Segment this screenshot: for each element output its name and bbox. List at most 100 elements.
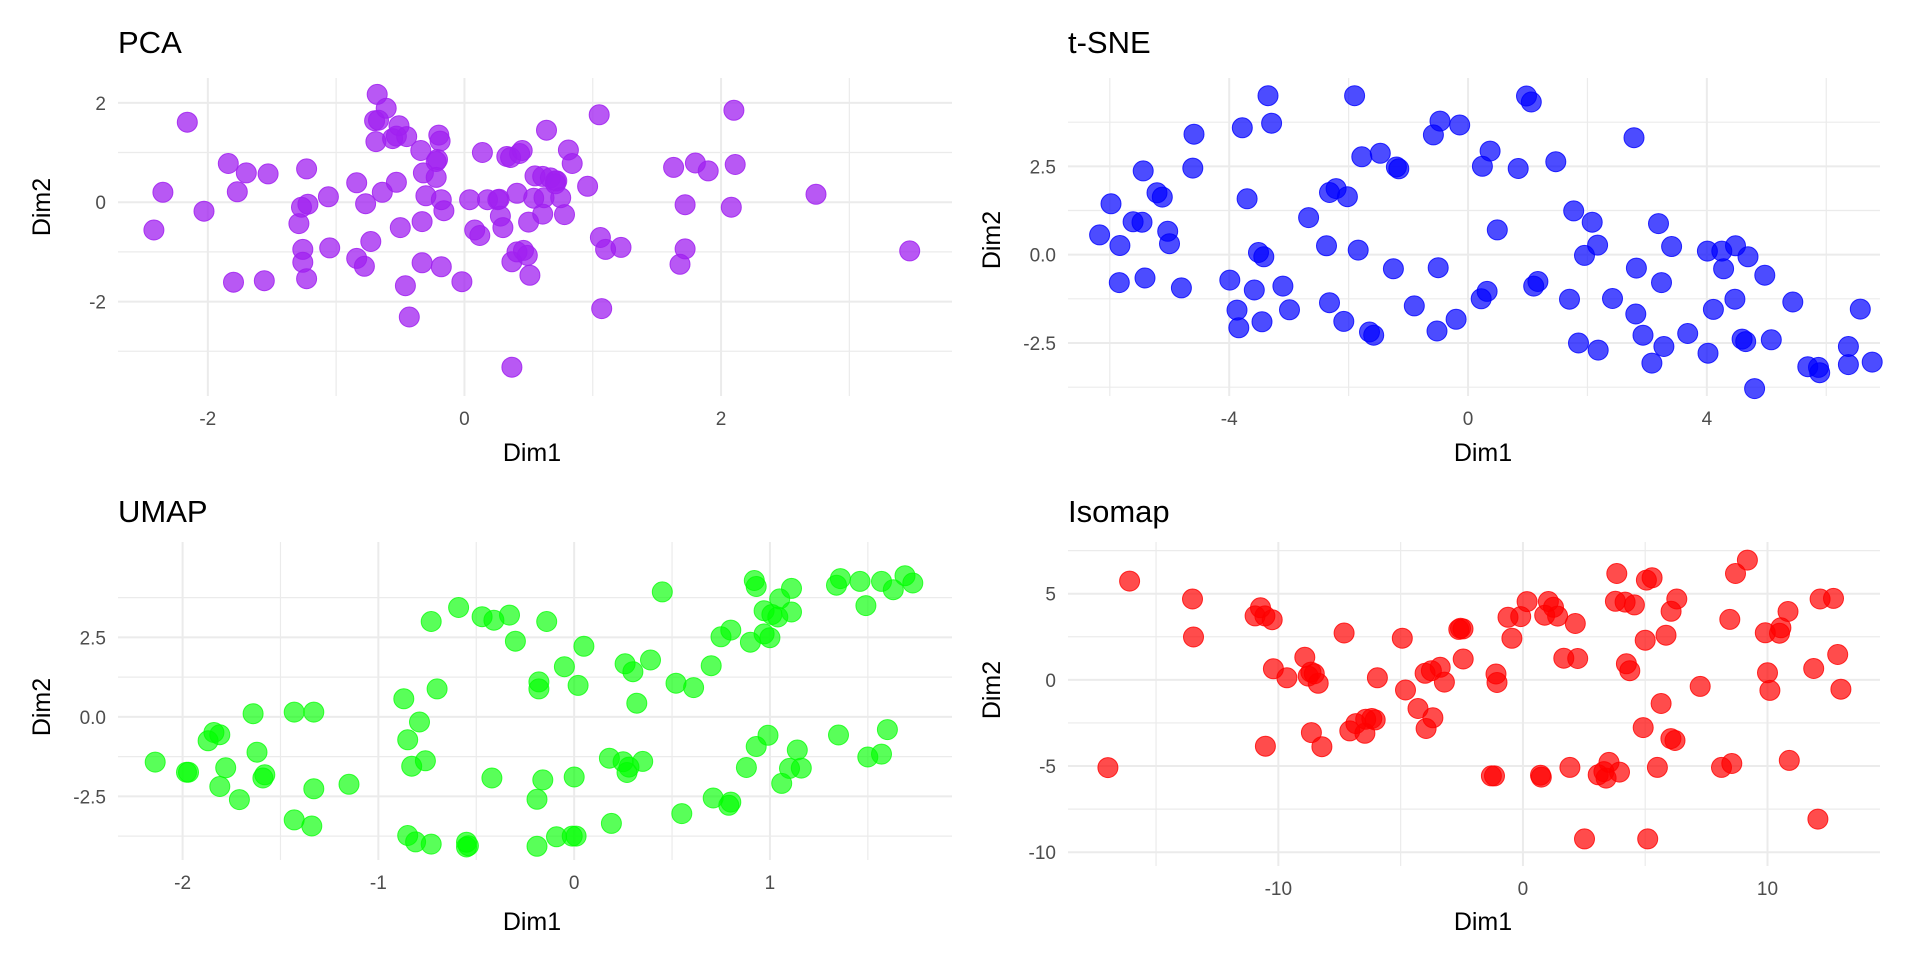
umap-title: UMAP — [118, 494, 208, 529]
pca-point — [152, 181, 174, 203]
umap-point — [829, 568, 851, 590]
pca-x-tick-label: -2 — [199, 409, 216, 430]
tsne-point — [1527, 271, 1549, 292]
isomap-point — [1632, 717, 1654, 739]
isomap-point — [1721, 753, 1743, 774]
tsne-point — [1319, 292, 1340, 314]
panel-tsne: t-SNE Dim1 Dim2 -4 0 4 -2.5 0.0 2.5 — [978, 25, 1883, 467]
umap-point — [573, 635, 595, 657]
pca-point — [360, 231, 382, 252]
tsne-point — [1760, 329, 1782, 351]
tsne-point — [1347, 239, 1369, 261]
isomap-point — [1559, 756, 1581, 778]
isomap-x-ticks: -10 0 10 — [1265, 879, 1778, 900]
tsne-point — [1183, 123, 1205, 145]
umap-point — [246, 741, 268, 763]
tsne-point — [1403, 295, 1425, 317]
isomap-point — [1276, 667, 1298, 689]
umap-point — [397, 729, 419, 751]
tsne-point — [1661, 236, 1683, 257]
umap-point — [532, 769, 554, 791]
tsne-points — [1089, 85, 1883, 400]
tsne-point — [1261, 112, 1283, 134]
tsne-point — [1170, 277, 1192, 299]
umap-point — [849, 570, 871, 592]
tsne-point — [1253, 246, 1275, 268]
pca-point — [492, 217, 514, 239]
umap-point — [409, 711, 430, 733]
tsne-y-ticks: -2.5 0.0 2.5 — [1023, 157, 1056, 355]
umap-point — [209, 724, 231, 746]
umap-point — [420, 611, 442, 632]
tsne-point — [1623, 127, 1645, 149]
tsne-point — [1219, 269, 1241, 291]
isomap-points — [1097, 549, 1852, 850]
pca-point — [253, 270, 275, 292]
isomap-point — [1547, 605, 1569, 627]
umap-xlabel: Dim1 — [503, 908, 561, 936]
isomap-point — [1486, 672, 1508, 693]
isomap-point — [1719, 608, 1741, 630]
pca-title: PCA — [118, 25, 182, 60]
tsne-point — [1429, 110, 1451, 132]
pca-point — [317, 186, 339, 208]
umap-point — [242, 703, 264, 725]
isomap-point — [1606, 563, 1628, 584]
tsne-point — [1648, 213, 1669, 235]
isomap-point — [1254, 735, 1276, 757]
umap-x-tick-label: -1 — [370, 873, 387, 894]
pca-point — [663, 156, 685, 178]
tsne-point — [1625, 303, 1647, 325]
isomap-point — [1097, 757, 1119, 779]
isomap-point — [1366, 667, 1388, 689]
isomap-point — [1803, 658, 1825, 679]
umap-point — [876, 719, 898, 741]
tsne-point — [1132, 160, 1154, 182]
isomap-point — [1567, 648, 1589, 669]
tsne-point — [1382, 258, 1404, 280]
tsne-point — [1251, 311, 1273, 333]
umap-points — [144, 565, 924, 858]
pca-y-tick-label: -2 — [89, 293, 106, 314]
isomap-y-ticks: -10 -5 0 5 — [1029, 585, 1056, 865]
pca-point — [257, 163, 279, 185]
pca-point — [353, 255, 375, 277]
isomap-ylabel: Dim2 — [978, 661, 1006, 719]
tsne-point — [1809, 362, 1831, 384]
pca-point — [723, 99, 745, 121]
pca-point — [394, 275, 416, 297]
isomap-point — [1650, 693, 1672, 714]
tsne-point — [1782, 291, 1804, 313]
umap-y-tick-label: 2.5 — [80, 628, 106, 649]
tsne-point — [1182, 157, 1204, 179]
tsne-y-tick-label: -2.5 — [1023, 334, 1056, 355]
pca-point — [385, 171, 407, 193]
isomap-point — [1637, 828, 1659, 850]
tsne-point — [1257, 85, 1279, 107]
pca-point — [697, 160, 719, 182]
pca-point — [561, 153, 583, 174]
tsne-point — [1563, 200, 1585, 222]
umap-point — [720, 619, 742, 641]
pca-point — [511, 140, 533, 161]
umap-point — [871, 743, 892, 765]
umap-y-tick-label: -2.5 — [73, 787, 106, 808]
pca-point — [674, 194, 696, 216]
pca-point — [296, 158, 318, 180]
pca-x-ticks: -2 0 2 — [199, 409, 726, 430]
tsne-point — [1837, 354, 1859, 376]
tsne-point — [1089, 224, 1111, 246]
pca-point — [193, 200, 215, 222]
isomap-x-tick-label: -10 — [1265, 879, 1292, 900]
isomap-point — [1759, 679, 1781, 701]
isomap-point — [1646, 756, 1668, 778]
tsne-point — [1231, 117, 1253, 139]
umap-point — [563, 766, 585, 788]
umap-point — [178, 761, 199, 783]
tsne-point — [1737, 246, 1759, 268]
umap-point — [786, 739, 808, 761]
isomap-xlabel: Dim1 — [1454, 908, 1512, 936]
isomap-point — [1119, 570, 1141, 592]
umap-point — [448, 597, 470, 618]
umap-point — [504, 630, 526, 652]
